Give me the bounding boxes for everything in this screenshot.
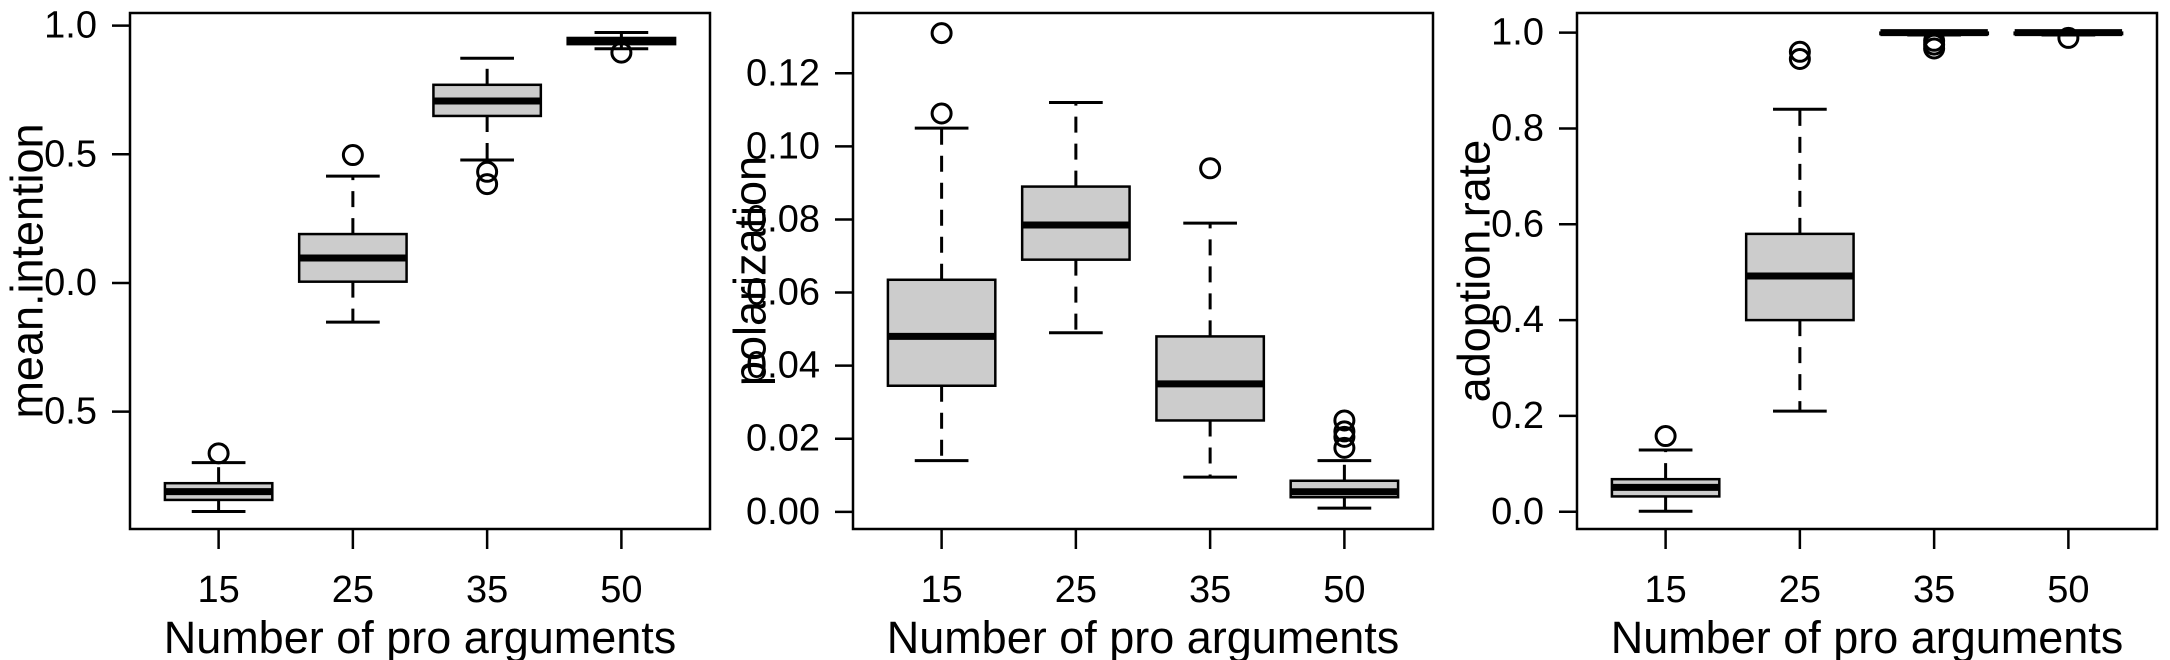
iqr-box (1155, 335, 1266, 422)
x-tick-label: 50 (1324, 569, 1366, 611)
panel-adoption-rate: 0.0 0.2 0.4 0.6 0.8 1.0 15 25 35 50 Number of pro … (1447, 0, 2170, 660)
y-tick-label: 1.0 (1491, 12, 1544, 54)
boxplot-chart-polarization: 0.00 0.02 0.04 0.06 0.08 0.10 0.12 15 25 35 50Numb… (725, 11, 1435, 660)
y-tick-label: 1.0 (44, 5, 97, 47)
y-tick-label: 0.00 (746, 491, 820, 533)
outlier-point (1788, 47, 1811, 70)
box-group-50 (2013, 26, 2123, 49)
y-tick-label: 0.12 (746, 52, 820, 94)
y-tick-label: 0.6 (1491, 203, 1544, 245)
outlier-point (207, 442, 230, 465)
outlier-point (610, 41, 633, 64)
outlier-point (2057, 26, 2080, 49)
x-tick-label: 25 (1778, 569, 1820, 611)
outlier-point (1922, 37, 1945, 60)
outlier-point (930, 22, 953, 45)
y-tick-label: 0.0 (1491, 491, 1544, 533)
y-tick-label: 0.2 (1491, 395, 1544, 437)
box-group-25 (297, 144, 408, 324)
x-tick-label: 35 (1913, 569, 1955, 611)
y-tick-label: -0.5 (32, 391, 97, 433)
x-tick-label: 15 (197, 569, 239, 611)
outlier-point (1199, 157, 1222, 180)
iqr-box (886, 278, 997, 387)
y-tick-label: 0.04 (746, 345, 820, 387)
y-tick-label: 0.5 (44, 133, 97, 175)
box-group-50 (1289, 409, 1400, 510)
outlier-point (1654, 425, 1677, 448)
outlier-point (341, 144, 364, 167)
panel-polarization: 0.00 0.02 0.04 0.06 0.08 0.10 0.12 15 25 35 50 Numb… (723, 0, 1446, 660)
x-axis-title: Number of pro arguments (164, 612, 677, 660)
y-axis-title: polarization (725, 156, 776, 386)
y-tick-label: 0.02 (746, 418, 820, 460)
y-tick-label: 0.0 (44, 262, 97, 304)
box-group-25 (1021, 101, 1132, 335)
outlier-point (1333, 420, 1356, 443)
outlier-point (1333, 436, 1356, 459)
plot-border (1575, 11, 2158, 531)
x-tick-label: 15 (921, 569, 963, 611)
x-tick-label: 50 (2047, 569, 2089, 611)
x-tick-label: 35 (1189, 569, 1231, 611)
box-group-50 (566, 31, 677, 64)
outlier-point (930, 102, 953, 125)
x-tick-label: 15 (1644, 569, 1686, 611)
y-tick-label: 0.08 (746, 198, 820, 240)
y-tick-label: 0.8 (1491, 107, 1544, 149)
box-group-35 (1155, 157, 1266, 479)
box-group-35 (1878, 29, 1989, 60)
y-axis-title: mean.intention (1, 123, 52, 418)
y-tick-label: 0.06 (746, 272, 820, 314)
panel-mean-intention: -0.5 0.0 0.5 1.0 15 25 35 50 Number of pro argum… (0, 0, 723, 660)
outlier-point (1788, 40, 1811, 63)
x-axis-title: Number of pro arguments (1610, 612, 2123, 660)
plot-border (852, 11, 1435, 531)
x-tick-label: 50 (600, 569, 642, 611)
box-group-15 (886, 22, 997, 463)
box-group-15 (163, 442, 274, 513)
outlier-point (1333, 409, 1356, 432)
box-group-15 (1610, 425, 1721, 513)
x-axis-title: Number of pro arguments (887, 612, 1400, 660)
x-tick-label: 25 (1055, 569, 1097, 611)
x-tick-label: 35 (466, 569, 508, 611)
plot-border (128, 11, 712, 531)
outlier-point (476, 160, 499, 183)
box-group-25 (1744, 40, 1855, 413)
x-tick-label: 25 (332, 569, 374, 611)
y-axis-title: adoption.rate (1448, 140, 1499, 403)
box-group-35 (432, 56, 543, 196)
y-tick-label: 0.10 (746, 125, 820, 167)
y-tick-label: 0.4 (1491, 299, 1544, 341)
outlier-point (476, 173, 499, 196)
